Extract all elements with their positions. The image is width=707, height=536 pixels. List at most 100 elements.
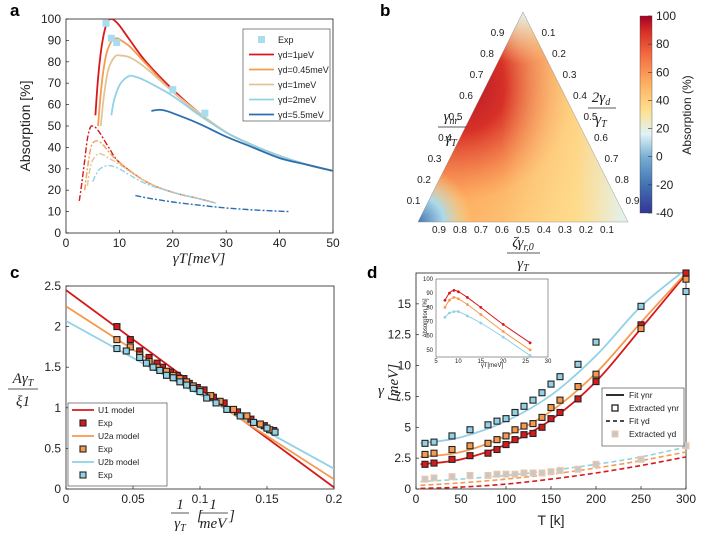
series-group-a	[78, 19, 333, 213]
exp-point-d-nr-blue	[682, 287, 690, 296]
y-tick-label-a: 80	[48, 55, 62, 69]
series-line-a	[92, 164, 216, 204]
exp-point-d-nr-orange	[466, 442, 474, 450]
inset-point	[452, 296, 456, 299]
inset-y-tick: 70	[426, 320, 433, 326]
exp-point-d-nr-orange	[529, 420, 537, 428]
y-tick-label-a: 40	[48, 140, 62, 154]
legend-c: U1 model Exp U2a model Exp U2b model Exp	[67, 402, 168, 487]
exp-point-d-nr-red	[592, 378, 600, 386]
legend-label-a: γd=5.5meV	[278, 110, 324, 120]
x-tick-label-c: 0	[63, 492, 70, 506]
exp-point-c-u2a	[113, 336, 121, 344]
ternary-bottom-tick: 0.5	[516, 225, 530, 236]
colorbar-tick-label: 100	[656, 9, 676, 23]
panel-b: b 0.10.20.30.40.50.60.70.80.9 0.10.20.30.…	[380, 1, 694, 274]
panel-letter-c: c	[10, 263, 19, 282]
legend-label-c: U2b model	[98, 457, 139, 467]
legend-label-d: Fit γd	[629, 416, 650, 426]
y-tick-label-c: 0	[54, 482, 61, 496]
ternary-bottom-tick: 0.4	[537, 225, 551, 236]
exp-point-a	[113, 39, 121, 47]
exp-point-d-nr-blue	[556, 373, 564, 381]
exp-point-d-nr-red	[466, 452, 474, 460]
inset-point	[448, 311, 451, 315]
y-tick-label-a: 20	[48, 183, 62, 197]
exp-point-d-nr-blue	[421, 439, 429, 447]
ternary-bottom-tick: 0.6	[495, 225, 509, 236]
x-tick-label-d: 250	[631, 492, 651, 506]
inset-point	[448, 298, 451, 302]
panel-letter-a: a	[10, 1, 20, 20]
y-tick-label-d: 0	[404, 482, 411, 496]
ternary-bottom-label: ζγr,0	[512, 235, 534, 253]
exp-point-d-nr-blue	[574, 360, 582, 368]
axes-a: 0 10 20 30 40 50 0 10 20 30 40 50 60 70 80 90 100	[41, 12, 340, 250]
colorbar-ticks: 100 80 60 40 20 0 -20 -40	[648, 9, 676, 220]
svg-text:1: 1	[209, 497, 217, 513]
exp-point-d-gamma-d	[592, 460, 600, 468]
exp-point-d-nr-blue	[493, 417, 501, 425]
exp-point-d-nr-red	[547, 415, 555, 423]
y-tick-label-d: 7.5	[394, 389, 411, 403]
exp-point-d-nr-blue	[511, 408, 519, 417]
exp-point-d-gamma-d	[547, 468, 555, 476]
exp-point-c-u1	[113, 323, 121, 331]
inset-point	[501, 335, 505, 339]
exp-point-d-nr-red	[421, 460, 429, 468]
inset-point	[528, 341, 532, 345]
panel-a: a 0 10 20 30 40 50 0 10 20 30 40 50 60 70 80 90 100 Abso…	[10, 1, 340, 267]
x-tick-label-a: 20	[166, 236, 180, 250]
exp-point-d-gamma-d	[538, 469, 546, 477]
inset-point	[448, 291, 451, 295]
exp-point-a	[102, 19, 110, 27]
x-tick-label-a: 50	[326, 236, 340, 250]
colorbar	[639, 15, 653, 214]
ternary-bottom-tick: 0.3	[558, 225, 572, 236]
exp-point-d-nr-blue	[637, 302, 645, 310]
panel-c: c 0 0.05 0.1 0.15 0.2 0 0.5 1 1.5 2 2.5 AγT ξ1 1 γ…	[8, 263, 343, 534]
inset-point	[457, 297, 460, 301]
colorbar-tick-label: 80	[656, 37, 670, 51]
series-line-a	[84, 140, 216, 204]
x-tick-label-d: 100	[496, 492, 516, 506]
exp-point-a	[169, 86, 177, 94]
ternary-right-tick: 0.1	[542, 28, 556, 39]
exp-point-d-nr-orange	[574, 383, 582, 391]
axes-c: 0 0.05 0.1 0.15 0.2 0 0.5 1 1.5 2 2.5	[44, 279, 342, 506]
exp-point-d-nr-blue	[529, 396, 537, 404]
exp-point-d-nr-orange	[637, 324, 645, 333]
colorbar-label: Absorption (%)	[680, 75, 694, 154]
x-tick-label-d: 300	[676, 492, 696, 506]
exp-point-d-nr-blue	[502, 415, 510, 423]
inset-point	[465, 314, 469, 318]
exp-point-d-nr-red	[502, 441, 510, 449]
y-tick-label-a: 100	[41, 12, 61, 26]
ternary-left-tick: 0.6	[459, 91, 473, 102]
exp-point-c-u2b	[223, 405, 231, 413]
ternary-right-tick: 0.2	[552, 49, 566, 60]
legend-label-d: Extracted γd	[629, 429, 677, 439]
exp-point-d-nr-red	[520, 431, 528, 439]
x-tick-label-d: 200	[586, 492, 606, 506]
ternary-right-tick: 0.7	[605, 154, 619, 165]
inset-point	[443, 315, 447, 319]
y-tick-label-a: 60	[48, 98, 62, 112]
inset-x-tick: 5	[434, 359, 438, 365]
y-tick-label-c: 0.5	[44, 441, 61, 455]
inset-point	[457, 310, 460, 314]
exp-point-d-gamma-d	[556, 466, 564, 474]
exp-point-c-u2b	[212, 399, 220, 407]
exp-point-d-nr-orange	[556, 396, 564, 404]
exp-point-d-nr-blue	[466, 426, 474, 434]
series-line-a	[135, 194, 291, 213]
exp-point-d-nr-orange	[520, 422, 528, 430]
exp-point-d-gamma-d	[502, 470, 510, 478]
exp-point-d-nr-red	[430, 459, 438, 467]
inset-point	[465, 296, 469, 299]
x-tick-label-d: 150	[541, 492, 561, 506]
panel-d: d 0 50 100 150 200 250 300 0 2.5 5 7.5 10 12.5 15 γ […	[367, 263, 696, 528]
ternary-bottom-tick: 0.2	[579, 225, 593, 236]
exp-point-d-nr-orange	[421, 450, 429, 458]
ternary-outline	[417, 11, 629, 223]
